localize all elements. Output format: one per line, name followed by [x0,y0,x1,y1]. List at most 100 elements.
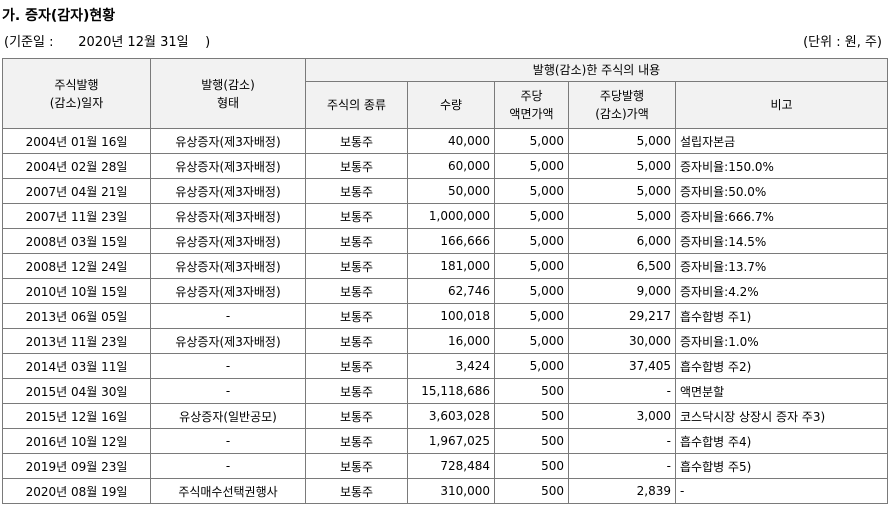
cell-par-value: 500 [494,478,569,504]
cell-type: - [150,378,306,404]
cell-note: 증자비율:1.0% [675,328,888,354]
cell-kind: 보통주 [305,353,408,379]
cell-quantity: 100,018 [407,303,495,329]
cell-type: - [150,353,306,379]
table-row: 2007년 11월 23일 유상증자(제3자배정) 보통주 1,000,000 5,00… [2,203,888,229]
table-row: 2007년 04월 21일 유상증자(제3자배정) 보통주 50,000 5,000 5,… [2,178,888,204]
cell-kind: 보통주 [305,253,408,279]
cell-note: 증자비율:4.2% [675,278,888,304]
header-kind: 주식의 종류 [305,81,408,129]
cell-note: 증자비율:50.0% [675,178,888,204]
cell-note: 증자비율:13.7% [675,253,888,279]
cell-note: 흡수합병 주5) [675,453,888,479]
cell-quantity: 3,424 [407,353,495,379]
cell-type: 유상증자(제3자배정) [150,203,306,229]
cell-type: - [150,453,306,479]
cell-date: 2010년 10월 15일 [2,278,151,304]
cell-date: 2016년 10월 12일 [2,428,151,454]
table-row: 2010년 10월 15일 유상증자(제3자배정) 보통주 62,746 5,000 9,… [2,278,888,304]
header-par-value: 주당 액면가액 [494,81,569,129]
header-issue-type: 발행(감소) 형태 [150,58,306,129]
cell-type: 유상증자(제3자배정) [150,328,306,354]
cell-note: 흡수합병 주1) [675,303,888,329]
cell-issue-price: 9,000 [568,278,676,304]
cell-par-value: 500 [494,428,569,454]
cell-type: 유상증자(제3자배정) [150,228,306,254]
cell-issue-price: 5,000 [568,128,676,154]
cell-date: 2004년 02월 28일 [2,153,151,179]
cell-issue-price: 37,405 [568,353,676,379]
cell-quantity: 310,000 [407,478,495,504]
cell-date: 2008년 12월 24일 [2,253,151,279]
table-row: 2015년 12월 16일 유상증자(일반공모) 보통주 3,603,028 500 3,… [2,403,888,429]
cell-note: 액면분할 [675,378,888,404]
cell-kind: 보통주 [305,278,408,304]
header-note: 비고 [675,81,888,129]
cell-date: 2014년 03월 11일 [2,353,151,379]
base-date: (기준일 : 2020년 12월 31일 ) [4,35,211,50]
cell-note: 코스닥시장 상장시 증자 주3) [675,403,888,429]
cell-note: - [675,478,888,504]
cell-kind: 보통주 [305,128,408,154]
cell-type: 유상증자(일반공모) [150,403,306,429]
cell-par-value: 5,000 [494,228,569,254]
table-row: 2014년 03월 11일 - 보통주 3,424 5,000 37,405 흡수합병 주2… [2,353,888,379]
capital-change-table: 주식발행 (감소)일자 발행(감소) 형태 발행(감소)한 주식의 내용 주식의… [2,58,888,504]
cell-date: 2015년 04월 30일 [2,378,151,404]
cell-issue-price: 6,500 [568,253,676,279]
cell-par-value: 5,000 [494,128,569,154]
cell-type: - [150,303,306,329]
cell-par-value: 5,000 [494,278,569,304]
cell-date: 2008년 03월 15일 [2,228,151,254]
table-row: 2008년 03월 15일 유상증자(제3자배정) 보통주 166,666 5,000 6… [2,228,888,254]
cell-kind: 보통주 [305,403,408,429]
cell-quantity: 62,746 [407,278,495,304]
cell-quantity: 15,118,686 [407,378,495,404]
cell-quantity: 40,000 [407,128,495,154]
cell-note: 흡수합병 주4) [675,428,888,454]
cell-quantity: 16,000 [407,328,495,354]
cell-quantity: 181,000 [407,253,495,279]
cell-note: 증자비율:150.0% [675,153,888,179]
cell-type: - [150,428,306,454]
cell-issue-price: 5,000 [568,178,676,204]
cell-type: 주식매수선택권행사 [150,478,306,504]
cell-date: 2007년 04월 21일 [2,178,151,204]
cell-kind: 보통주 [305,228,408,254]
table-row: 2004년 02월 28일 유상증자(제3자배정) 보통주 60,000 5,000 5,… [2,153,888,179]
cell-kind: 보통주 [305,203,408,229]
cell-date: 2004년 01월 16일 [2,128,151,154]
cell-par-value: 5,000 [494,178,569,204]
table-row: 2019년 09월 23일 - 보통주 728,484 500- 흡수합병 주5) [2,453,888,479]
cell-quantity: 1,967,025 [407,428,495,454]
header-quantity: 수량 [407,81,495,129]
cell-par-value: 5,000 [494,303,569,329]
unit-label: (단위 : 원, 주) [803,35,882,50]
cell-issue-price: 3,000 [568,403,676,429]
cell-issue-price: - [568,453,676,479]
cell-issue-price: 5,000 [568,153,676,179]
table-row: 2008년 12월 24일 유상증자(제3자배정) 보통주 181,000 5,000 6… [2,253,888,279]
cell-issue-price: - [568,378,676,404]
table-row: 2013년 11월 23일 유상증자(제3자배정) 보통주 16,000 5,000 30… [2,328,888,354]
cell-kind: 보통주 [305,478,408,504]
cell-type: 유상증자(제3자배정) [150,153,306,179]
cell-note: 증자비율:14.5% [675,228,888,254]
header-issue-date: 주식발행 (감소)일자 [2,58,151,129]
cell-type: 유상증자(제3자배정) [150,253,306,279]
cell-type: 유상증자(제3자배정) [150,128,306,154]
section-title: 가. 증자(감자)현황 [2,8,116,24]
cell-quantity: 166,666 [407,228,495,254]
cell-date: 2007년 11월 23일 [2,203,151,229]
cell-note: 흡수합병 주2) [675,353,888,379]
cell-kind: 보통주 [305,378,408,404]
cell-kind: 보통주 [305,178,408,204]
cell-date: 2015년 12월 16일 [2,403,151,429]
cell-quantity: 1,000,000 [407,203,495,229]
header-contents: 발행(감소)한 주식의 내용 [305,58,888,82]
cell-kind: 보통주 [305,453,408,479]
cell-issue-price: 29,217 [568,303,676,329]
cell-par-value: 5,000 [494,353,569,379]
table-row: 2013년 06월 05일 - 보통주 100,018 5,000 29,217 흡수합병 … [2,303,888,329]
cell-par-value: 500 [494,453,569,479]
